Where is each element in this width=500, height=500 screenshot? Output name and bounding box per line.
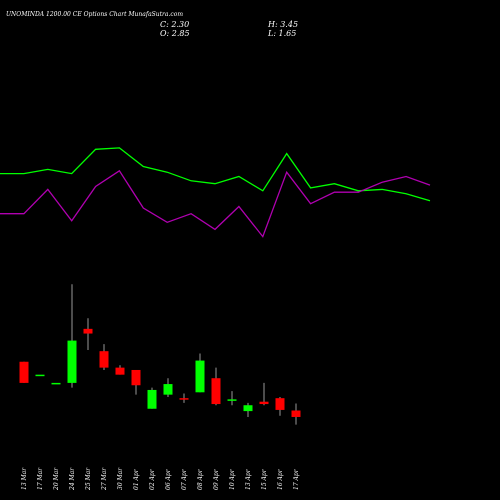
chart-title: UNOMINDA 1200.00 CE Options Chart Munafa… <box>6 11 184 18</box>
close-value: C: 2.30 <box>160 20 190 29</box>
x-tick-label: 17 Mar <box>37 467 44 490</box>
x-tick-label: 24 Mar <box>69 467 76 491</box>
candle-body <box>35 374 45 377</box>
x-tick-label: 25 Mar <box>85 467 92 491</box>
candle-09-apr <box>211 367 221 406</box>
candle-body <box>163 384 173 395</box>
candle-13-mar <box>19 361 29 383</box>
indicator-lines <box>0 147 431 238</box>
candle-16-apr <box>275 397 285 416</box>
candle-07-apr <box>179 393 189 403</box>
x-tick-label: 17 Apr <box>293 468 300 490</box>
candles <box>19 284 301 425</box>
candle-body <box>51 382 61 385</box>
candle-body <box>179 398 189 400</box>
candle-body <box>211 378 221 405</box>
candle-17-apr <box>291 403 301 425</box>
candle-17-mar <box>35 374 45 377</box>
candle-body <box>291 410 301 417</box>
x-tick-label: 13 Apr <box>245 468 252 490</box>
candle-08-apr <box>195 353 205 393</box>
candle-body <box>131 369 141 386</box>
candle-body <box>83 328 93 334</box>
x-tick-label: 10 Apr <box>229 468 236 490</box>
candle-06-apr <box>163 378 173 397</box>
low-value: L: 1.65 <box>268 29 297 38</box>
candle-24-mar <box>67 284 77 388</box>
candle-13-apr <box>243 402 253 417</box>
x-tick-label: 27 Mar <box>101 467 108 491</box>
x-tick-label: 16 Apr <box>277 468 284 490</box>
candle-body <box>195 360 205 393</box>
x-axis-labels: 13 Mar 17 Mar 20 Mar 24 Mar 25 Mar 27 Mar 30 M… <box>21 467 300 491</box>
open-value: O: 2.85 <box>160 29 190 38</box>
candle-body <box>115 367 125 375</box>
x-tick-label: 07 Apr <box>181 468 188 490</box>
candle-10-apr <box>227 391 237 406</box>
high-value: H: 3.45 <box>268 20 299 29</box>
candle-body <box>19 361 29 383</box>
x-tick-label: 13 Mar <box>21 467 28 490</box>
candle-body <box>227 399 237 401</box>
x-tick-label: 15 Apr <box>261 468 268 490</box>
candle-body <box>275 398 285 410</box>
x-tick-label: 01 Apr <box>133 468 140 490</box>
indicator-line-1 <box>0 147 431 202</box>
indicator-line-2 <box>0 169 431 238</box>
candle-27-mar <box>99 344 109 370</box>
candle-body <box>243 405 253 412</box>
candle-30-mar <box>115 365 125 375</box>
candle-body <box>99 351 109 368</box>
x-tick-label: 20 Mar <box>53 467 60 491</box>
x-tick-label: 30 Mar <box>117 467 124 490</box>
candle-20-mar <box>51 382 61 385</box>
x-tick-label: 02 Apr <box>149 468 156 490</box>
x-tick-label: 06 Apr <box>165 468 172 490</box>
candle-15-apr <box>259 382 269 406</box>
candle-01-apr <box>131 369 141 395</box>
candle-25-mar <box>83 318 93 350</box>
candle-body <box>67 340 77 383</box>
candle-body <box>259 401 269 405</box>
candle-body <box>147 389 157 409</box>
x-tick-label: 08 Apr <box>197 468 204 490</box>
x-tick-label: 09 Apr <box>213 468 220 490</box>
candle-02-apr <box>147 387 157 409</box>
